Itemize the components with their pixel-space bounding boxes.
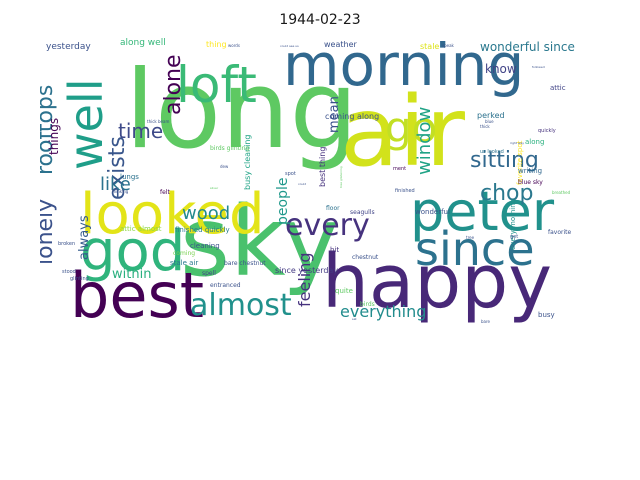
word-best: best [70,259,204,325]
word-favorite: favorite [548,229,571,236]
word-tree-glistening: tree glistening [339,166,343,188]
word-attic-almost: attic almost [120,225,162,233]
word-long: long [125,48,358,173]
word-time: time [118,119,163,143]
word-people: people [275,178,291,225]
word-speak: speak [442,43,455,48]
word-go: go [385,103,437,152]
word-sky: sky [180,186,339,298]
word-sat: sat [352,317,357,321]
word-us-looked: us looked [480,149,504,155]
word-bare-chestnut: bare chestnut [224,260,266,267]
word-get: get [510,234,518,240]
word-cleaning: cleaning [190,242,220,250]
word-every: every [285,208,370,243]
word-exists: exists [105,136,130,200]
word-god: god [80,219,185,284]
word-coming-along: coming along [325,112,379,121]
word-air: air [340,76,466,188]
word-right-way: right way [510,141,524,145]
word-thinking: thinking [112,189,129,194]
word-stood: stood [62,269,76,275]
word-birds: birds [360,301,375,308]
word-alone: alone [161,54,186,115]
word-always: always [77,215,92,260]
word-peter: peter [410,180,555,243]
word-things: things [47,118,61,155]
word-window: window [414,107,435,175]
word-busy-cleaning: busy cleaning [243,135,252,190]
word-along-well: along well [120,38,166,48]
word-rooftops: rooftops [40,85,58,175]
word-attic: attic [550,84,566,92]
word-chop: chop [480,181,533,206]
word-favorite-spot: favorite spot [516,140,524,185]
word-finished: finished [395,188,415,194]
word-quickly: quickly [538,128,556,134]
word-lungs: lungs [120,173,139,181]
word-ment: ment [393,166,406,172]
word-seagulls: seagulls [350,209,375,216]
word-blue-sky: blue sky [518,179,543,186]
word-bare: bare [481,319,491,324]
word-entranced: entranced [210,282,241,289]
word-finished-quickly: finished quickly [175,226,230,234]
word-morning: morning [283,35,524,99]
word-know: know [485,62,517,76]
word-perked: perked [477,111,505,120]
word-feeling: feeling [295,252,314,307]
word-thing: thing [206,40,227,49]
word-stale: stale [420,42,439,51]
word-since: since [415,222,535,276]
word-floor: floor [326,205,340,212]
word-thick-beam: thick beam [147,119,169,124]
word-happy: happy [322,239,552,325]
word-spell: spell [202,270,216,277]
word-stale-air: stale air [170,259,198,267]
word-along: along [525,138,544,146]
word-busy: busy [538,311,555,319]
word-within: within [112,267,151,282]
word-broken: broken [58,241,75,247]
chart-title: 1944-02-23 [279,12,361,28]
word-wood: wood [182,203,230,224]
word-sitting: sitting [470,148,539,173]
word-followed: followed [532,65,545,69]
word-glinting: glinting [70,276,89,282]
word-birds-glinting: birds glinting [210,145,249,152]
word-best-thing: best thing [318,147,327,187]
word-tree: tree [466,235,475,240]
word-looked: looked [80,182,265,247]
word-weather: weather [324,40,357,49]
word-lonely: lonely [40,199,58,265]
word-quite: quite [335,287,353,295]
word-felt: felt [160,189,170,196]
word-thick: thick [480,124,490,129]
word-almost: almost [190,288,292,323]
word-every-morning: every morning [509,199,517,250]
word-could: could [298,182,306,186]
word-dew: dew [220,164,229,169]
word-wonderful: wonderful [415,208,450,216]
word-writing: writing [518,167,542,175]
word-blue: blue [485,119,494,124]
word-bit: bit [330,246,339,254]
word-could-see-us: could see us [280,44,299,48]
word-breathed: breathed [552,190,571,195]
word-loft: loft [176,56,257,114]
word-since-yesterday: since yesterday [275,266,338,275]
word-spot: spot [285,171,296,177]
word-well: well [59,79,113,170]
word-wonderful-since: wonderful since [480,40,575,54]
word-silver: silver [210,186,219,190]
word-chestnut: chestnut [352,254,379,261]
word-words: words [228,43,240,48]
word-cloud: long air sky happy best morning looked god peter… [40,35,600,325]
word-yesterday: yesterday [46,42,91,52]
word-coming: coming [173,250,195,257]
word-like: like [100,174,131,195]
word-everything: everything [340,302,426,321]
word-mean: mean [327,96,342,133]
